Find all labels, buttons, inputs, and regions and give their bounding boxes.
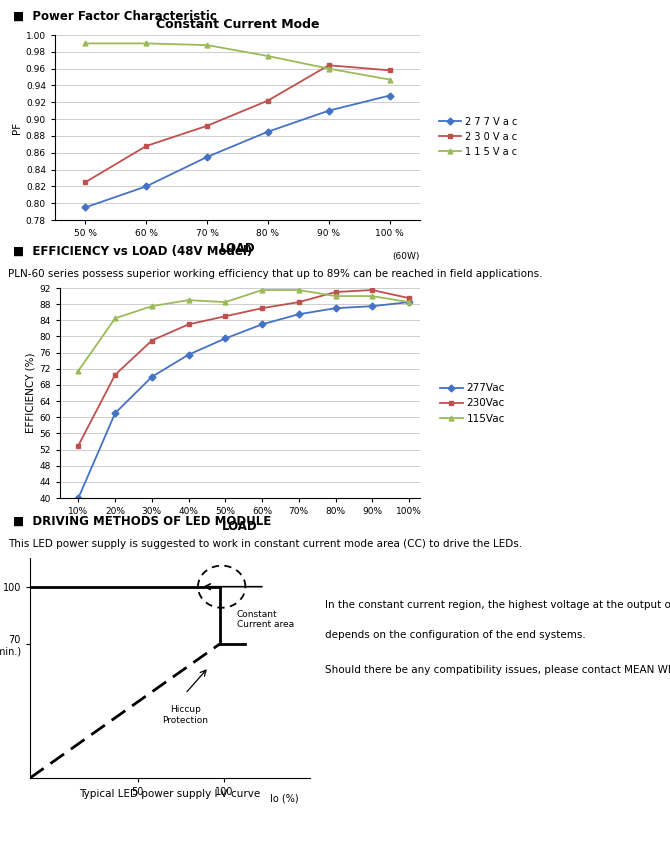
- 2 7 7 V a c: [385, 91, 393, 101]
- 277Vac: [184, 350, 192, 360]
- Text: ■  DRIVING METHODS OF LED MODULE: ■ DRIVING METHODS OF LED MODULE: [13, 515, 271, 527]
- 1 1 5 V a c: [325, 64, 333, 74]
- 115Vac: [369, 291, 377, 301]
- 2 7 7 V a c: [325, 106, 333, 116]
- Text: PLN-60 series possess superior working efficiency that up to 89% can be reached : PLN-60 series possess superior working e…: [8, 269, 543, 279]
- 2 3 0 V a c: [385, 66, 393, 76]
- 277Vac: [369, 301, 377, 311]
- 277Vac: [221, 333, 229, 343]
- Y-axis label: PF: PF: [11, 121, 21, 134]
- 230Vac: [221, 311, 229, 321]
- 230Vac: [111, 370, 119, 380]
- Text: ■  Power Factor Characteristic: ■ Power Factor Characteristic: [13, 9, 216, 23]
- 277Vac: [111, 408, 119, 418]
- 115Vac: [148, 301, 156, 311]
- 115Vac: [74, 366, 82, 376]
- 115Vac: [258, 285, 266, 295]
- 2 3 0 V a c: [203, 121, 211, 131]
- 2 3 0 V a c: [325, 61, 333, 71]
- Text: This LED power supply is suggested to work in constant current mode area (CC) to: This LED power supply is suggested to wo…: [8, 539, 523, 549]
- 2 7 7 V a c: [81, 203, 89, 213]
- 230Vac: [184, 320, 192, 330]
- 2 3 0 V a c: [81, 177, 89, 188]
- 115Vac: [332, 291, 340, 301]
- Text: Should there be any compatibility issues, please contact MEAN WELL.: Should there be any compatibility issues…: [325, 665, 670, 675]
- Text: Io (%): Io (%): [270, 793, 298, 803]
- 277Vac: [148, 372, 156, 382]
- 277Vac: [332, 303, 340, 313]
- 1 1 5 V a c: [203, 40, 211, 50]
- 2 7 7 V a c: [264, 127, 272, 137]
- 277Vac: [295, 309, 303, 320]
- Y-axis label: EFFICIENCY (%): EFFICIENCY (%): [25, 352, 36, 433]
- 115Vac: [111, 313, 119, 323]
- 115Vac: [295, 285, 303, 295]
- X-axis label: LOAD: LOAD: [220, 242, 255, 255]
- 230Vac: [148, 336, 156, 346]
- 115Vac: [405, 297, 413, 307]
- 115Vac: [221, 297, 229, 307]
- Text: In the constant current region, the highest voltage at the output of the driver: In the constant current region, the high…: [325, 600, 670, 610]
- 277Vac: [74, 493, 82, 503]
- Line: 230Vac: 230Vac: [76, 288, 411, 448]
- 2 3 0 V a c: [142, 141, 150, 151]
- Line: 115Vac: 115Vac: [76, 288, 411, 373]
- Title: Constant Current Mode: Constant Current Mode: [155, 18, 319, 31]
- 115Vac: [184, 295, 192, 305]
- Text: Constant
Current area: Constant Current area: [237, 610, 294, 629]
- 1 1 5 V a c: [385, 75, 393, 85]
- 2 7 7 V a c: [142, 182, 150, 192]
- 230Vac: [369, 285, 377, 295]
- Line: 277Vac: 277Vac: [76, 299, 411, 500]
- Text: ■  EFFICIENCY vs LOAD (48V Model): ■ EFFICIENCY vs LOAD (48V Model): [13, 245, 252, 257]
- 1 1 5 V a c: [81, 39, 89, 49]
- 230Vac: [295, 297, 303, 307]
- X-axis label: LOAD: LOAD: [222, 521, 258, 533]
- 230Vac: [74, 441, 82, 451]
- 277Vac: [405, 297, 413, 307]
- 1 1 5 V a c: [264, 51, 272, 61]
- 230Vac: [258, 303, 266, 313]
- Legend: 2 7 7 V a c, 2 3 0 V a c, 1 1 5 V a c: 2 7 7 V a c, 2 3 0 V a c, 1 1 5 V a c: [440, 117, 517, 156]
- 230Vac: [332, 287, 340, 297]
- 2 3 0 V a c: [264, 96, 272, 106]
- Line: 2 3 0 V a c: 2 3 0 V a c: [83, 63, 392, 184]
- 277Vac: [258, 320, 266, 330]
- Text: depends on the configuration of the end systems.: depends on the configuration of the end …: [325, 630, 586, 640]
- Legend: 277Vac, 230Vac, 115Vac: 277Vac, 230Vac, 115Vac: [440, 383, 505, 424]
- Text: Typical LED power supply I-V curve: Typical LED power supply I-V curve: [79, 789, 261, 799]
- 2 7 7 V a c: [203, 152, 211, 162]
- 230Vac: [405, 293, 413, 303]
- Text: Hiccup
Protection: Hiccup Protection: [162, 706, 208, 725]
- Line: 1 1 5 V a c: 1 1 5 V a c: [83, 41, 392, 82]
- Text: (60W): (60W): [393, 252, 420, 262]
- Line: 2 7 7 V a c: 2 7 7 V a c: [83, 93, 392, 209]
- 1 1 5 V a c: [142, 39, 150, 49]
